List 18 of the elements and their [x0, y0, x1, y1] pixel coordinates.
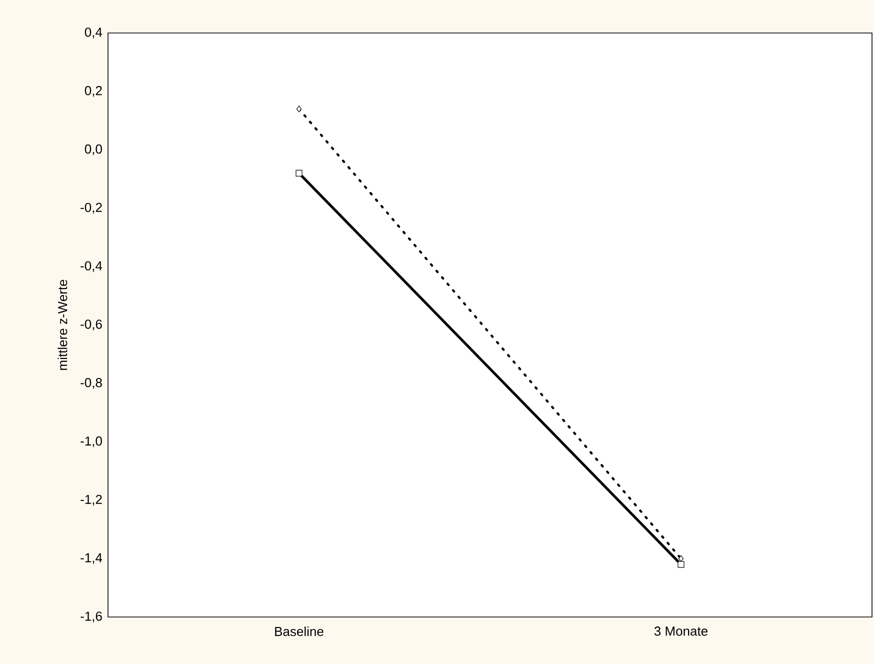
y-axis-title: mittlere z-Werte	[58, 280, 68, 370]
y-tick-label: -0,4	[80, 261, 102, 272]
y-tick-label: 0,2	[84, 86, 102, 97]
y-tick-label: -0,6	[80, 320, 102, 330]
point	[678, 555, 684, 562]
point	[296, 170, 302, 176]
point	[296, 106, 302, 112]
y-tick-label: -0,8	[80, 378, 102, 389]
y-tick-label: -1,2	[80, 494, 102, 506]
x-tick-label: 3 Monate	[654, 626, 708, 636]
y-tick-label: 0,0	[84, 144, 102, 156]
y-tick-label: -1,0	[80, 436, 102, 448]
y-tick-label: 0,4	[84, 28, 102, 38]
x-tick-label: Baseline	[275, 626, 324, 636]
point	[678, 561, 684, 568]
y-tick-label: -1,6	[80, 612, 102, 622]
y-tick-label: -1,4	[80, 553, 102, 564]
y-tick-label: -0,2	[80, 202, 102, 214]
